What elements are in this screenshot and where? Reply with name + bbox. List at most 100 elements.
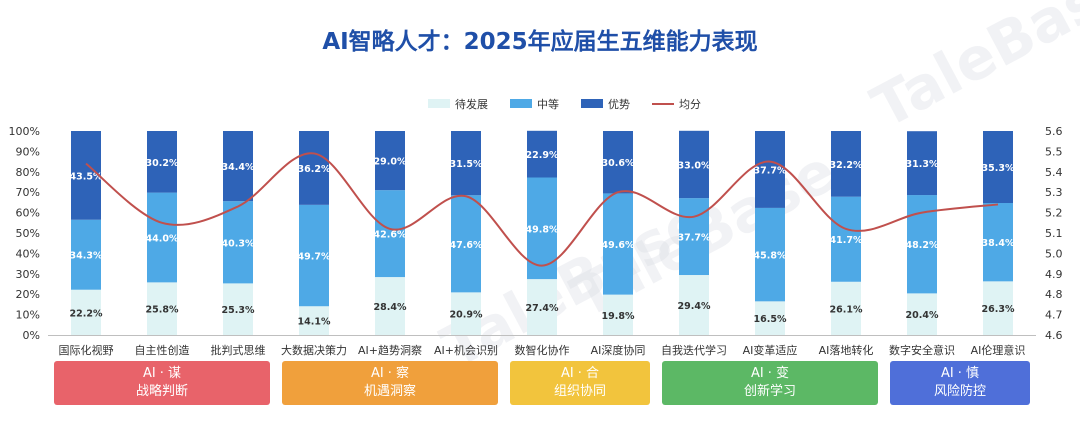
group-subtitle: 机遇洞察 — [363, 384, 416, 399]
data-label: 45.8% — [754, 251, 787, 262]
bar-segment — [831, 281, 861, 335]
group-title: AI · 察 — [370, 366, 410, 381]
data-label: 22.2% — [70, 308, 103, 319]
bar-segment — [71, 289, 101, 335]
legend-swatch — [428, 99, 450, 108]
data-label: 41.7% — [830, 235, 863, 246]
x-tick-label: 数智化协作 — [515, 343, 570, 357]
bar-segment — [223, 131, 253, 202]
bar-segment — [451, 131, 481, 196]
data-label: 34.4% — [222, 162, 255, 173]
legend-swatch — [581, 99, 603, 108]
data-label: 14.1% — [298, 317, 331, 328]
data-label: 22.9% — [526, 150, 559, 161]
bar-segment — [527, 279, 557, 335]
y-right-tick-label: 4.8 — [1045, 288, 1063, 301]
y-left-tick-label: 10% — [16, 309, 40, 322]
x-tick-label: AI+趋势洞察 — [358, 343, 422, 357]
group-title: AI · 变 — [750, 366, 790, 381]
x-tick-label: 自我迭代学习 — [661, 343, 727, 357]
data-label: 37.7% — [678, 233, 711, 244]
data-label: 26.1% — [830, 304, 863, 315]
bar-segment — [983, 131, 1013, 204]
data-label: 19.8% — [602, 311, 635, 322]
y-right-tick-label: 5.5 — [1045, 145, 1063, 158]
x-tick-label: AI变革适应 — [743, 343, 798, 357]
x-tick-label: 数字安全意识 — [889, 343, 955, 357]
average-score-line — [85, 152, 999, 267]
y-left-tick-label: 20% — [16, 288, 40, 301]
capability-group: AI · 慎风险防控 — [890, 361, 1030, 405]
y-left-tick-label: 30% — [16, 268, 40, 281]
bar-segment — [755, 131, 785, 208]
x-tick-label: 大数据决策力 — [281, 343, 347, 357]
bar-segment — [679, 275, 709, 335]
bar-segment — [223, 201, 253, 284]
x-tick-label: 自主性创造 — [135, 343, 190, 357]
legend-label: 中等 — [537, 97, 559, 111]
data-label: 28.4% — [374, 302, 407, 313]
data-label: 27.4% — [526, 303, 559, 314]
bar-segment — [375, 190, 405, 278]
bar-segment — [755, 301, 785, 335]
group-title: AI · 合 — [560, 366, 600, 381]
bar-segment — [147, 131, 177, 193]
data-label: 25.3% — [222, 305, 255, 316]
bar-segment — [983, 281, 1013, 335]
y-left-tick-label: 0% — [23, 329, 40, 342]
data-label: 26.3% — [982, 304, 1015, 315]
data-label: 16.5% — [754, 314, 787, 325]
y-left-tick-label: 100% — [9, 125, 40, 138]
data-label: 29.0% — [374, 157, 407, 168]
data-label: 44.0% — [146, 233, 179, 244]
bar-segment — [71, 131, 101, 220]
data-label: 25.8% — [146, 305, 179, 316]
data-label: 33.0% — [678, 160, 711, 171]
x-tick-label: AI深度协同 — [591, 343, 646, 357]
bar-segment — [755, 207, 785, 302]
capability-group: AI · 变创新学习 — [662, 361, 878, 405]
data-label: 47.6% — [450, 240, 483, 251]
group-subtitle: 风险防控 — [933, 384, 986, 399]
bar-segment — [679, 130, 709, 199]
data-label: 43.5% — [70, 171, 103, 182]
data-label: 30.2% — [146, 158, 179, 169]
data-label: 42.6% — [374, 230, 407, 241]
data-label: 49.6% — [602, 240, 635, 251]
bar-segment — [299, 131, 329, 205]
data-label: 40.3% — [222, 238, 255, 249]
bar-segment — [527, 130, 557, 178]
y-left-tick-label: 50% — [16, 227, 40, 240]
bar-segment — [907, 131, 937, 196]
y-left-tick-label: 70% — [16, 186, 40, 199]
bar-segment — [223, 283, 253, 335]
chart: 0% 10% 20% 30% 40% 50% 60% 70% 80% 90% 100% 4.6 4.7 4… — [9, 97, 1063, 357]
bar-segment — [603, 294, 633, 335]
y-right-tick-label: 5.1 — [1045, 227, 1063, 240]
bar-segment — [147, 192, 177, 283]
capability-group: AI · 合组织协同 — [510, 361, 650, 405]
legend-swatch — [510, 99, 532, 108]
data-label: 31.5% — [450, 159, 483, 170]
bar-segment — [375, 131, 405, 191]
bar-segment — [375, 277, 405, 335]
group-title: AI · 慎 — [940, 366, 980, 381]
legend-label: 待发展 — [455, 97, 488, 111]
group-subtitle: 创新学习 — [743, 384, 796, 399]
group-subtitle: 战略判断 — [135, 384, 188, 399]
y-right-tick-label: 5.4 — [1045, 166, 1063, 179]
y-left-tick-label: 60% — [16, 207, 40, 220]
y-left-tick-label: 90% — [16, 145, 40, 158]
data-label: 20.4% — [906, 310, 939, 321]
y-right-tick-label: 4.9 — [1045, 268, 1063, 281]
data-label: 31.3% — [906, 159, 939, 170]
y-left-tick-label: 80% — [16, 166, 40, 179]
x-tick-label: 国际化视野 — [59, 343, 114, 357]
bar-segment — [907, 293, 937, 335]
bar-segment — [983, 203, 1013, 282]
y-right-tick-label: 4.7 — [1045, 309, 1063, 322]
x-tick-label: AI+机会识别 — [434, 343, 498, 357]
y-right-tick-label: 5.0 — [1045, 247, 1063, 260]
bar-segment — [299, 306, 329, 335]
bar-segment — [451, 195, 481, 293]
